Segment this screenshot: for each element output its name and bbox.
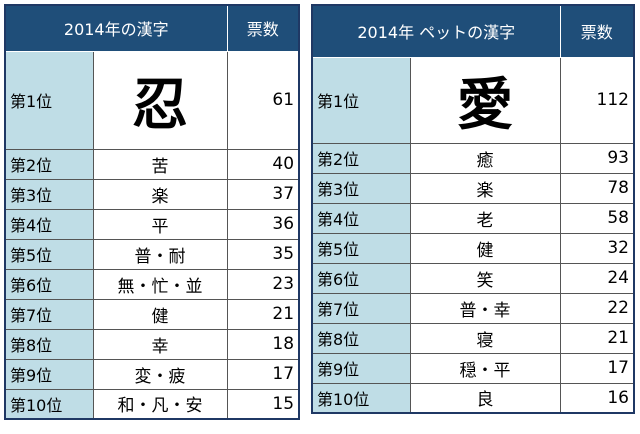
votes-cell: 15 [226,388,300,420]
kanji-cell: 普・耐 [92,238,228,270]
kanji-cell: 穏・平 [409,352,561,384]
kanji-2014-table: 2014年の漢字 票数 第1位 忍 61 第2位 苦 40 第3位 楽 37 第… [4,4,301,420]
kanji-cell: 楽 [409,172,561,204]
rank-cell: 第6位 [4,268,94,300]
votes-cell: 24 [559,262,635,294]
table-row: 第8位 寝 21 [311,322,635,354]
votes-cell: 40 [226,148,300,180]
kanji-cell: 苦 [92,148,228,180]
kanji-cell: 楽 [92,178,228,210]
rank-cell: 第2位 [311,142,411,174]
table-row: 第7位 健 21 [4,298,300,330]
rank-cell: 第4位 [4,208,94,240]
table-row: 第6位 無・忙・並 23 [4,268,300,300]
kanji-cell: 幸 [92,328,228,360]
rank-cell: 第5位 [4,238,94,270]
votes-header: 票数 [559,4,635,58]
table-row: 第2位 苦 40 [4,148,300,180]
rank-cell: 第9位 [311,352,411,384]
rank-cell: 第4位 [311,202,411,234]
pet-kanji-2014-table: 2014年 ペットの漢字 票数 第1位 愛 112 第2位 癒 93 第3位 楽… [311,4,635,414]
votes-cell: 17 [559,352,635,384]
table-row: 第4位 老 58 [311,202,635,234]
rank-cell: 第9位 [4,358,94,390]
votes-cell: 32 [559,232,635,264]
kanji-cell: 無・忙・並 [92,268,228,300]
kanji-cell: 普・幸 [409,292,561,324]
kanji-cell: 平 [92,208,228,240]
rank-cell: 第3位 [4,178,94,210]
table-row: 第3位 楽 78 [311,172,635,204]
kanji-cell: 寝 [409,322,561,354]
kanji-cell: 健 [92,298,228,330]
table-title: 2014年 ペットの漢字 [311,4,561,58]
table-row: 第9位 穏・平 17 [311,352,635,384]
kanji-cell: 愛 [409,56,561,144]
table-row: 第1位 愛 112 [311,56,635,144]
table-header-row: 2014年 ペットの漢字 票数 [311,4,635,58]
table-row: 第5位 普・耐 35 [4,238,300,270]
table-row: 第5位 健 32 [311,232,635,264]
kanji-cell: 健 [409,232,561,264]
table-row: 第10位 良 16 [311,382,635,414]
rank-cell: 第7位 [4,298,94,330]
rank-cell: 第1位 [4,50,94,150]
votes-cell: 18 [226,328,300,360]
table-row: 第1位 忍 61 [4,50,300,150]
table-row: 第3位 楽 37 [4,178,300,210]
votes-cell: 78 [559,172,635,204]
rank-cell: 第6位 [311,262,411,294]
kanji-cell: 忍 [92,50,228,150]
kanji-cell: 笑 [409,262,561,294]
votes-cell: 35 [226,238,300,270]
table-row: 第2位 癒 93 [311,142,635,174]
rank-cell: 第10位 [311,382,411,414]
table-title: 2014年の漢字 [4,4,228,52]
table-row: 第7位 普・幸 22 [311,292,635,324]
kanji-cell: 良 [409,382,561,414]
votes-cell: 22 [559,292,635,324]
votes-cell: 61 [226,50,300,150]
rank-cell: 第8位 [311,322,411,354]
table-header-row: 2014年の漢字 票数 [4,4,300,52]
kanji-cell: 癒 [409,142,561,174]
votes-cell: 58 [559,202,635,234]
votes-cell: 21 [559,322,635,354]
votes-cell: 37 [226,178,300,210]
votes-header: 票数 [226,4,300,52]
rank-cell: 第7位 [311,292,411,324]
rank-cell: 第5位 [311,232,411,264]
votes-cell: 23 [226,268,300,300]
kanji-cell: 和・凡・安 [92,388,228,420]
votes-cell: 17 [226,358,300,390]
kanji-cell: 老 [409,202,561,234]
table-row: 第4位 平 36 [4,208,300,240]
kanji-cell: 変・疲 [92,358,228,390]
votes-cell: 36 [226,208,300,240]
votes-cell: 16 [559,382,635,414]
rank-cell: 第3位 [311,172,411,204]
votes-cell: 21 [226,298,300,330]
rank-cell: 第1位 [311,56,411,144]
rank-cell: 第10位 [4,388,94,420]
rank-cell: 第8位 [4,328,94,360]
votes-cell: 93 [559,142,635,174]
table-row: 第6位 笑 24 [311,262,635,294]
votes-cell: 112 [559,56,635,144]
rank-cell: 第2位 [4,148,94,180]
table-row: 第8位 幸 18 [4,328,300,360]
table-row: 第10位 和・凡・安 15 [4,388,300,420]
table-row: 第9位 変・疲 17 [4,358,300,390]
